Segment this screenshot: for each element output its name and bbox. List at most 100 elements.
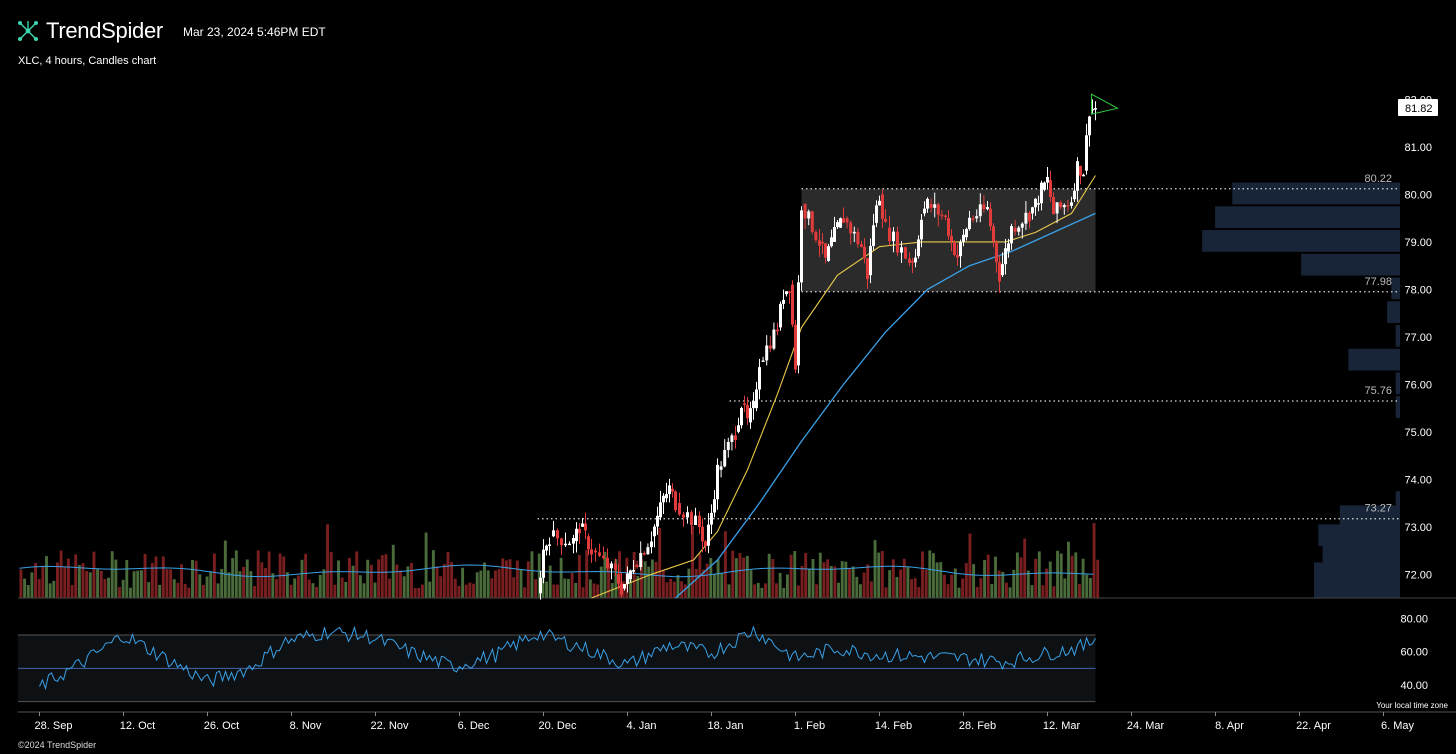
- candle-body: [1082, 174, 1085, 177]
- volume-bar: [661, 570, 665, 598]
- volume-bar: [315, 586, 319, 598]
- candle-body: [614, 563, 617, 570]
- candle-body: [944, 215, 947, 217]
- volume-profile-bar: [1318, 524, 1400, 547]
- volume-bar: [1045, 568, 1049, 598]
- volume-bar: [107, 577, 110, 598]
- volume-profile-bar: [1395, 372, 1400, 395]
- volume-bar: [610, 583, 614, 598]
- candle-body: [986, 207, 989, 210]
- candle-body: [704, 541, 707, 547]
- volume-bar: [567, 578, 570, 598]
- rsi-tick-label: 60.00: [1400, 647, 1428, 659]
- volume-bar: [786, 574, 789, 598]
- candle-body: [743, 403, 746, 405]
- volume-bar: [52, 580, 56, 598]
- candle-body: [1028, 212, 1031, 222]
- volume-bar: [147, 582, 151, 598]
- candle-body: [1031, 207, 1034, 214]
- volume-bar: [435, 566, 439, 598]
- volume-bar: [23, 578, 27, 598]
- price-axis[interactable]: 82.0081.0080.0079.0078.0077.0076.0075.00…: [1398, 94, 1438, 581]
- candle-body: [863, 246, 866, 259]
- candle-body: [782, 299, 785, 304]
- candle-body: [587, 536, 590, 550]
- volume-bar: [355, 551, 359, 598]
- volume-bar: [782, 587, 786, 598]
- volume-bar: [1092, 523, 1096, 598]
- candle-body: [755, 389, 758, 409]
- volume-bar: [1005, 582, 1008, 598]
- rsi-tick-label: 80.00: [1400, 613, 1428, 625]
- volume-bar: [1048, 561, 1052, 598]
- volume-bar: [180, 564, 183, 598]
- candle-body: [598, 552, 601, 556]
- candle-body: [723, 450, 727, 467]
- volume-bar: [96, 569, 100, 598]
- candle-body: [594, 550, 597, 553]
- time-tick-label: 4. Jan: [627, 720, 657, 732]
- volume-bar: [497, 569, 501, 598]
- candle-body: [836, 222, 839, 228]
- candle-body: [752, 400, 755, 409]
- volume-bar: [234, 550, 238, 598]
- volume-bar: [789, 554, 793, 598]
- volume-bar: [165, 569, 169, 598]
- volume-bar: [402, 576, 406, 598]
- candle-body: [710, 512, 713, 525]
- volume-bar: [877, 552, 881, 598]
- volume-profile-bar: [1395, 396, 1400, 418]
- candle-body: [623, 584, 626, 589]
- candle-body: [716, 464, 719, 500]
- volume-bar: [1067, 541, 1070, 598]
- time-tick-label: 1. Feb: [794, 720, 825, 732]
- volume-bar: [906, 567, 910, 598]
- volume-bar: [380, 555, 384, 598]
- candle-body: [590, 549, 593, 555]
- volume-bar: [486, 570, 490, 598]
- volume-bar: [534, 579, 538, 598]
- candle-body: [810, 211, 814, 232]
- candle-body: [904, 247, 907, 259]
- time-axis[interactable]: 28. Sep 12. Oct 26. Oct 8. Nov 22. Nov 6. Dec…: [18, 711, 1456, 732]
- volume-bar: [275, 579, 278, 598]
- slow-moving-average: [675, 212, 1096, 599]
- candle-body: [539, 577, 542, 594]
- volume-bar: [723, 531, 727, 598]
- volume-bar: [902, 558, 906, 598]
- volume-bar: [910, 579, 913, 598]
- volume-bar: [767, 553, 771, 598]
- candle-body: [662, 495, 665, 503]
- volume-bar: [526, 561, 530, 598]
- volume-bar: [1026, 570, 1030, 598]
- candle-body: [1052, 197, 1055, 215]
- volume-bar: [475, 572, 479, 598]
- candle-body: [1059, 202, 1063, 208]
- volume-bar: [212, 553, 216, 598]
- candle-body: [639, 552, 643, 568]
- volume-bar: [461, 567, 465, 598]
- candle-body: [872, 225, 875, 246]
- price-tick-label: 81.00: [1404, 142, 1432, 154]
- price-tick-label: 76.00: [1404, 379, 1432, 391]
- volume-bar: [672, 581, 676, 598]
- volume-bar: [1023, 538, 1027, 598]
- candle-body: [749, 408, 752, 423]
- volume-bar: [727, 584, 731, 598]
- volume-bar: [570, 572, 574, 598]
- candle-body: [1001, 264, 1004, 276]
- candle-body: [845, 218, 849, 223]
- volume-bar: [581, 587, 585, 598]
- candle-body: [1004, 248, 1007, 265]
- candle-body: [682, 514, 685, 518]
- candle-body: [678, 503, 681, 515]
- volume-bar: [172, 579, 176, 598]
- volume-bar: [599, 566, 603, 598]
- time-tick-label: 20. Dec: [539, 720, 577, 732]
- time-tick-label: 6. May: [1381, 720, 1415, 732]
- volume-bar: [154, 556, 158, 598]
- candle-body: [768, 345, 772, 349]
- volume-bar: [1056, 550, 1059, 598]
- candle-body: [1073, 190, 1076, 200]
